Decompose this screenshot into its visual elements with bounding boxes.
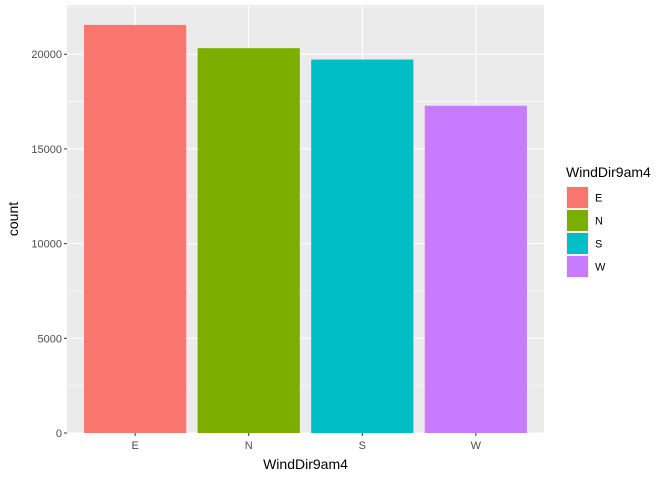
x-axis-title: WindDir9am4	[263, 456, 348, 472]
y-axis: 0 5000 10000 15000 20000	[31, 49, 67, 440]
legend-label: N	[595, 216, 603, 228]
legend-label: E	[595, 193, 602, 205]
y-tick-label: 5000	[38, 333, 62, 345]
legend-key-n	[567, 210, 588, 231]
bar-w	[424, 105, 527, 434]
bar-s	[311, 59, 414, 433]
bar-n	[197, 48, 300, 433]
x-tick-label: S	[359, 440, 366, 452]
legend-key-w	[567, 256, 588, 277]
legend-label: S	[595, 239, 602, 251]
y-tick-label: 20000	[31, 49, 62, 61]
legend-label: W	[595, 262, 606, 274]
y-tick-label: 15000	[31, 144, 62, 156]
x-tick-label: E	[131, 440, 138, 452]
y-tick-label: 10000	[31, 239, 62, 251]
legend-key-e	[567, 187, 588, 208]
y-tick-label: 0	[56, 428, 62, 440]
x-tick-label: W	[471, 440, 482, 452]
y-axis-title: count	[5, 202, 21, 236]
legend-key-s	[567, 233, 588, 254]
legend-title: WindDir9am4	[566, 164, 651, 180]
bar-e	[84, 24, 187, 434]
x-tick-label: N	[245, 440, 253, 452]
bars	[84, 24, 527, 434]
